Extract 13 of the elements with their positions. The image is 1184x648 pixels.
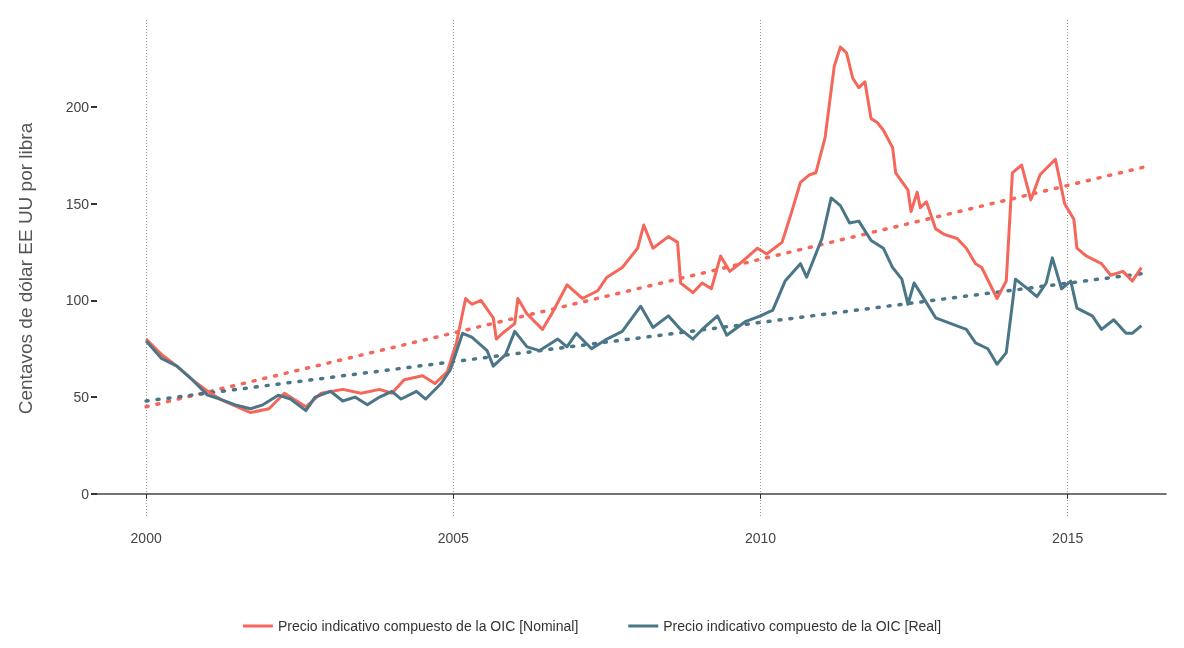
x-tick-label: 2005 (437, 530, 470, 546)
legend-label: Precio indicativo compuesto de la OIC [Real] (663, 618, 942, 634)
x-tick-label: 2010 (744, 530, 777, 546)
line-series (144, 45, 1143, 415)
x-tick-label: 2015 (1052, 530, 1084, 546)
y-tick-label: 100 (65, 292, 90, 309)
x-tick-label: 2000 (130, 530, 162, 546)
y-axis-title: Centavos de dólar EE UU por libra (15, 122, 36, 415)
y-tick-label: 0 (81, 485, 90, 502)
y-tick-label: 150 (65, 195, 90, 212)
y-tick-label: 200 (65, 99, 90, 116)
legend-label: Precio indicativo compuesto de la OIC [Nominal] (277, 618, 579, 634)
y-tick-label: 50 (73, 389, 90, 406)
